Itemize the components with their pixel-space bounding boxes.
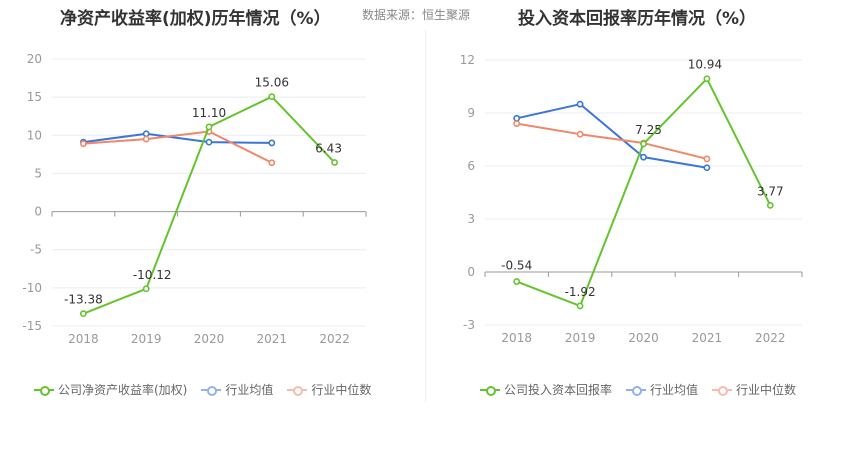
data-point-company xyxy=(142,285,150,293)
y-tick-label: 0 xyxy=(34,205,42,219)
legend-item-industry-average[interactable]: 行业均值 xyxy=(626,381,698,398)
data-point-company xyxy=(80,310,87,318)
x-tick-label: 2020 xyxy=(194,332,225,346)
series-line-median xyxy=(516,122,708,160)
roic-line-chart: -3 0 3 6 9 12 2018 2019 2020 2021 2022 -0.54 -1.92 7.… xyxy=(460,53,803,345)
data-point-company xyxy=(205,123,213,131)
y-tick-label: 12 xyxy=(460,53,475,67)
x-tick-label: 2022 xyxy=(319,332,350,346)
x-tick-label: 2022 xyxy=(755,331,786,345)
y-tick-label: 0 xyxy=(467,265,475,279)
legend-average-line-icon xyxy=(626,384,647,396)
right-legend: 公司投入资本回报率 行业均值 行业中位数 xyxy=(480,381,796,398)
data-point-company xyxy=(766,201,774,209)
data-point-median xyxy=(576,130,584,138)
data-label: -1.92 xyxy=(565,285,596,299)
data-point-company xyxy=(268,93,276,101)
data-point-median xyxy=(703,155,711,163)
x-tick-label: 2021 xyxy=(692,331,723,345)
legend-median-line-icon xyxy=(287,384,308,396)
legend-label: 行业均值 xyxy=(225,383,274,397)
x-tick-label: 2020 xyxy=(628,331,659,345)
legend-item-company-roic[interactable]: 公司投入资本回报率 xyxy=(480,381,612,398)
data-label: 3.77 xyxy=(757,184,784,198)
legend-item-industry-median[interactable]: 行业中位数 xyxy=(287,381,371,398)
data-label: 6.43 xyxy=(315,142,342,156)
legend-label: 行业中位数 xyxy=(736,383,797,397)
series-line-avg xyxy=(516,103,708,169)
data-point-company xyxy=(576,302,584,310)
data-point-median xyxy=(513,120,521,127)
y-tick-label: -3 xyxy=(463,318,475,332)
left-legend: 公司净资产收益率(加权) 行业均值 行业中位数 xyxy=(34,381,371,398)
data-label: -10.12 xyxy=(133,268,172,282)
data-point-median xyxy=(142,135,150,143)
legend-item-company-roe[interactable]: 公司净资产收益率(加权) xyxy=(34,381,187,398)
legend-item-industry-median[interactable]: 行业中位数 xyxy=(712,381,796,398)
legend-label: 公司投入资本回报率 xyxy=(504,383,613,397)
x-tick-label: 2021 xyxy=(257,332,288,346)
data-point-avg xyxy=(640,153,647,161)
x-tick-label: 2019 xyxy=(131,332,162,346)
data-point-median xyxy=(268,159,276,167)
x-tick-label: 2019 xyxy=(565,331,596,345)
data-point-avg xyxy=(703,164,711,172)
data-point-median xyxy=(80,140,87,148)
y-tick-label: -5 xyxy=(30,243,42,257)
y-tick-label: -10 xyxy=(22,281,42,295)
data-point-company xyxy=(331,159,338,166)
data-label: 7.25 xyxy=(635,123,662,137)
legend-item-industry-average[interactable]: 行业均值 xyxy=(201,381,273,398)
x-tick-label: 2018 xyxy=(68,332,99,346)
y-tick-label: 10 xyxy=(27,128,42,142)
data-point-avg xyxy=(205,138,213,146)
roe-line-chart: -15 -10 -5 0 5 10 15 20 2018 2019 2020 2021 2022 -13.… xyxy=(22,52,367,346)
y-tick-label: -15 xyxy=(22,319,42,333)
data-label: -13.38 xyxy=(64,293,103,307)
series-line-avg xyxy=(83,132,272,144)
data-point-company xyxy=(703,75,711,83)
series-line-median xyxy=(83,130,273,164)
y-tick-label: 3 xyxy=(467,212,475,226)
data-label: -0.54 xyxy=(501,259,532,273)
y-tick-label: 6 xyxy=(467,159,475,173)
data-source: 数据来源：恒生聚源 xyxy=(362,8,471,22)
x-tick-label: 2018 xyxy=(501,331,532,345)
legend-median-line-icon xyxy=(712,384,733,396)
left-chart-title: 净资产收益率(加权)历年情况（%） xyxy=(60,9,331,29)
data-point-avg xyxy=(576,100,584,108)
legend-company-line-icon xyxy=(480,384,500,396)
data-point-company xyxy=(640,140,647,148)
legend-average-line-icon xyxy=(201,384,222,396)
data-label: 10.94 xyxy=(688,58,722,72)
y-tick-label: 20 xyxy=(27,52,42,66)
legend-label: 行业中位数 xyxy=(311,383,372,397)
right-chart-title: 投入资本回报率历年情况（%） xyxy=(518,9,757,29)
data-point-avg xyxy=(513,114,521,122)
data-point-company xyxy=(513,278,521,285)
data-label: 15.06 xyxy=(255,76,289,90)
legend-label: 公司净资产收益率(加权) xyxy=(58,383,188,397)
legend-company-line-icon xyxy=(34,384,54,396)
legend-label: 行业均值 xyxy=(650,383,699,397)
data-point-avg xyxy=(268,139,276,147)
y-tick-label: 5 xyxy=(34,166,42,180)
chart-divider xyxy=(425,30,426,402)
data-label: 11.10 xyxy=(192,106,226,120)
y-tick-label: 9 xyxy=(467,106,475,120)
y-tick-label: 15 xyxy=(27,90,42,104)
